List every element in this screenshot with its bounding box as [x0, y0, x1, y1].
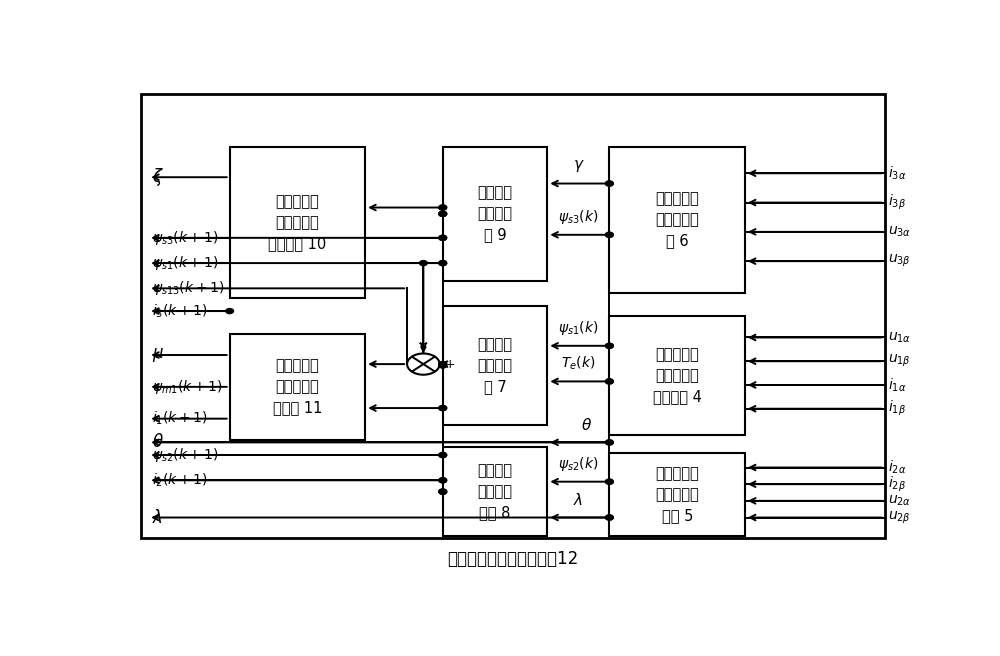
Circle shape — [606, 181, 613, 186]
Bar — [443, 447, 547, 536]
Bar — [609, 147, 745, 293]
Text: $\psi_{m1}(k+1)$: $\psi_{m1}(k+1)$ — [152, 378, 223, 396]
Text: $\psi_{s1}(k+1)$: $\psi_{s1}(k+1)$ — [152, 254, 218, 272]
Circle shape — [439, 478, 447, 483]
Circle shape — [439, 211, 447, 216]
Text: $\psi_{s2}(k)$: $\psi_{s2}(k)$ — [558, 455, 599, 472]
Text: 励磁绕组磁
链初始观测
器 6: 励磁绕组磁 链初始观测 器 6 — [655, 192, 699, 249]
Circle shape — [606, 232, 613, 237]
Text: $T_e(k)$: $T_e(k)$ — [561, 355, 596, 373]
Text: 绕组磁链观测器及预测器12: 绕组磁链观测器及预测器12 — [447, 550, 578, 567]
Text: $i_1(k+1)$: $i_1(k+1)$ — [152, 410, 208, 427]
Circle shape — [407, 354, 440, 375]
Circle shape — [439, 453, 447, 458]
Circle shape — [439, 489, 447, 494]
Bar — [230, 334, 365, 440]
Text: 悬浮力绕
组磁链预
测器 8: 悬浮力绕 组磁链预 测器 8 — [478, 463, 513, 520]
Circle shape — [606, 515, 613, 520]
Circle shape — [606, 232, 613, 237]
Text: $i_{2\beta}$: $i_{2\beta}$ — [888, 474, 906, 494]
Text: $i_{3\beta}$: $i_{3\beta}$ — [888, 193, 906, 213]
Circle shape — [606, 479, 613, 484]
Text: +: + — [444, 358, 455, 371]
Text: 发电绕组
磁链预测
器 7: 发电绕组 磁链预测 器 7 — [478, 337, 513, 394]
Circle shape — [606, 343, 613, 348]
Text: $\theta$: $\theta$ — [152, 434, 164, 451]
Circle shape — [606, 440, 613, 445]
Circle shape — [439, 211, 447, 216]
Circle shape — [439, 205, 447, 210]
Text: 发电和励磁
绕组合成磁
链预测器 10: 发电和励磁 绕组合成磁 链预测器 10 — [268, 194, 327, 251]
Circle shape — [439, 453, 447, 458]
Circle shape — [439, 363, 447, 368]
Text: $u_{1\beta}$: $u_{1\beta}$ — [888, 353, 911, 369]
Text: $\psi_{s3}(k+1)$: $\psi_{s3}(k+1)$ — [152, 229, 218, 247]
Circle shape — [439, 489, 447, 494]
Text: $\zeta$: $\zeta$ — [152, 166, 164, 188]
Circle shape — [439, 260, 447, 266]
Text: +: + — [418, 337, 429, 350]
Text: $i_2(k+1)$: $i_2(k+1)$ — [152, 472, 208, 489]
Circle shape — [439, 260, 447, 266]
Text: $\lambda$: $\lambda$ — [573, 493, 583, 508]
Text: $i_{1\alpha}$: $i_{1\alpha}$ — [888, 377, 907, 394]
Circle shape — [606, 379, 613, 384]
Circle shape — [439, 478, 447, 483]
Circle shape — [606, 181, 613, 186]
Text: $\psi_{s13}(k+1)$: $\psi_{s13}(k+1)$ — [152, 279, 225, 297]
Circle shape — [420, 260, 427, 266]
Circle shape — [606, 379, 613, 384]
Text: $\psi_{s1}(k)$: $\psi_{s1}(k)$ — [558, 319, 599, 337]
Circle shape — [606, 479, 613, 484]
Text: $i_{3\alpha}$: $i_{3\alpha}$ — [888, 165, 907, 182]
Circle shape — [439, 211, 447, 216]
Circle shape — [439, 361, 447, 367]
Text: $u_{2\beta}$: $u_{2\beta}$ — [888, 509, 911, 525]
Bar — [443, 306, 547, 424]
Text: 发电绕组合
成气隙磁链
预测器 11: 发电绕组合 成气隙磁链 预测器 11 — [273, 358, 322, 415]
Text: $u_{2\alpha}$: $u_{2\alpha}$ — [888, 494, 912, 508]
Text: $\psi_{s3}(k)$: $\psi_{s3}(k)$ — [558, 208, 599, 226]
Circle shape — [226, 308, 234, 314]
Bar — [443, 147, 547, 281]
Text: $u_{3\alpha}$: $u_{3\alpha}$ — [888, 224, 912, 239]
Bar — [609, 453, 745, 536]
Circle shape — [606, 440, 613, 445]
Circle shape — [439, 405, 447, 411]
Text: $u_{3\beta}$: $u_{3\beta}$ — [888, 253, 911, 270]
Text: $\theta$: $\theta$ — [581, 417, 592, 434]
Circle shape — [439, 236, 447, 240]
Text: $\mu$: $\mu$ — [152, 346, 164, 364]
Text: $i_{2\alpha}$: $i_{2\alpha}$ — [888, 459, 907, 476]
Circle shape — [439, 405, 447, 411]
Circle shape — [606, 515, 613, 520]
Bar — [140, 94, 885, 539]
Text: $\psi_{s2}(k+1)$: $\psi_{s2}(k+1)$ — [152, 446, 218, 464]
Text: 发电绕组磁
链及转矩初
始观测器 4: 发电绕组磁 链及转矩初 始观测器 4 — [653, 347, 702, 404]
Text: $i_3(k+1)$: $i_3(k+1)$ — [152, 302, 208, 319]
Circle shape — [439, 361, 447, 367]
Text: $\gamma$: $\gamma$ — [573, 159, 584, 174]
Circle shape — [439, 205, 447, 210]
Text: 悬浮力绕组
磁链初始观
测器 5: 悬浮力绕组 磁链初始观 测器 5 — [655, 466, 699, 523]
Bar — [230, 147, 365, 298]
Text: 励磁绕组
磁链预测
器 9: 励磁绕组 磁链预测 器 9 — [478, 186, 513, 242]
Circle shape — [439, 489, 447, 494]
Text: $u_{1\alpha}$: $u_{1\alpha}$ — [888, 330, 912, 344]
Circle shape — [439, 236, 447, 240]
Circle shape — [439, 363, 447, 368]
Bar — [609, 316, 745, 435]
Text: $i_{1\beta}$: $i_{1\beta}$ — [888, 399, 906, 419]
Text: $\lambda$: $\lambda$ — [152, 508, 163, 527]
Circle shape — [606, 343, 613, 348]
